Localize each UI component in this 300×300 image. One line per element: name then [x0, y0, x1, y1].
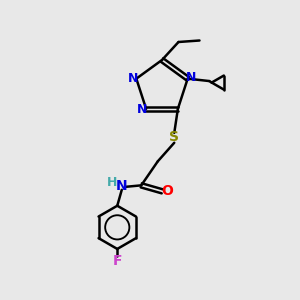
Text: N: N — [128, 72, 138, 85]
Text: S: S — [169, 130, 179, 144]
Text: N: N — [185, 71, 196, 84]
Text: N: N — [137, 103, 148, 116]
Text: F: F — [112, 254, 122, 268]
Text: H: H — [107, 176, 117, 189]
Text: O: O — [162, 184, 174, 198]
Text: N: N — [116, 179, 128, 193]
